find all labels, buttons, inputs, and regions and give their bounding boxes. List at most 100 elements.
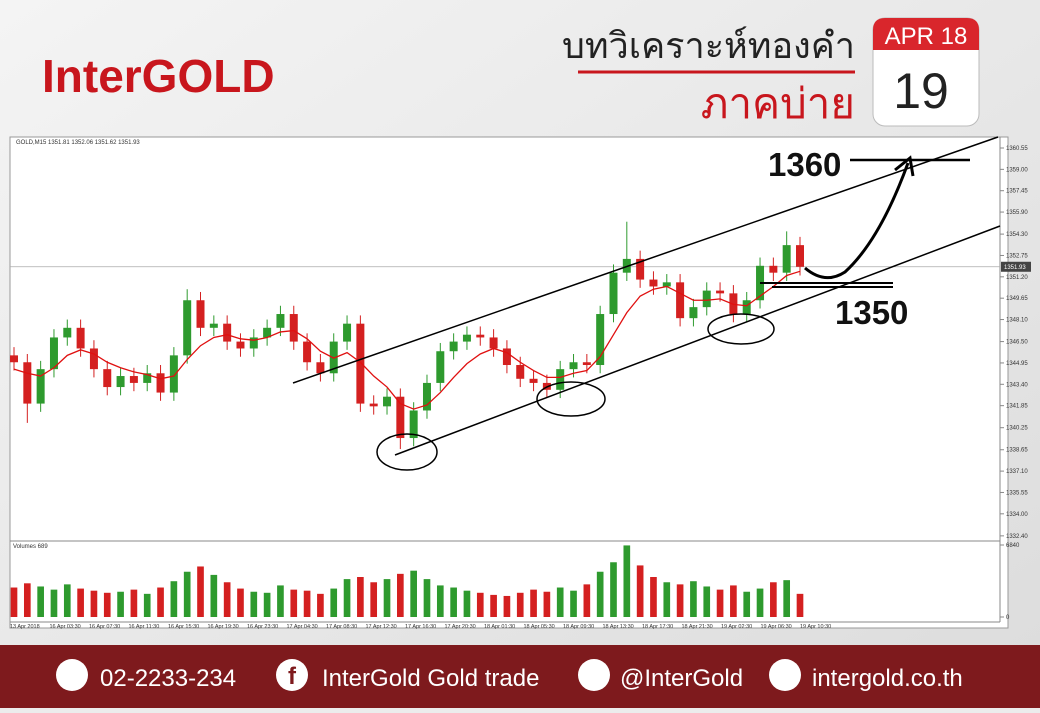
x-tick-label: 17 Apr 20:30 xyxy=(445,624,476,630)
candle-body xyxy=(422,382,431,411)
last-price-label: 1351.93 xyxy=(1004,265,1026,271)
volume-bar xyxy=(436,585,444,617)
candle-body xyxy=(556,369,565,390)
volume-bar xyxy=(583,584,591,617)
volume-bar xyxy=(650,577,657,617)
volume-tick-label: 6840 xyxy=(1006,543,1020,549)
volume-bar xyxy=(783,580,791,617)
y-tick-label: 1337.10 xyxy=(1006,469,1028,475)
candle-body xyxy=(156,373,165,393)
volume-bar xyxy=(383,579,391,617)
candle-body xyxy=(289,314,298,342)
volume-bar xyxy=(103,592,111,617)
y-tick-label: 1346.50 xyxy=(1006,340,1028,346)
volume-bar xyxy=(117,591,124,617)
volume-bar xyxy=(183,571,191,617)
volume-bar xyxy=(610,562,617,617)
volume-bar xyxy=(730,585,737,617)
volume-bar xyxy=(663,582,671,617)
candle-body xyxy=(569,362,578,370)
volume-bar xyxy=(157,587,164,617)
x-tick-label: 18 Apr 05:30 xyxy=(524,624,555,630)
x-tick-label: 17 Apr 08:30 xyxy=(326,624,357,630)
x-tick-label: 16 Apr 23:30 xyxy=(247,624,278,630)
x-tick-label: 16 Apr 03:30 xyxy=(50,624,81,630)
candle-body xyxy=(489,337,498,349)
candle-body xyxy=(502,348,511,366)
candle-body xyxy=(183,300,192,356)
support-circle xyxy=(707,313,775,345)
x-tick-label: 17 Apr 16:30 xyxy=(405,624,436,630)
volume-bar xyxy=(317,593,324,617)
candle-body xyxy=(529,378,538,383)
volume-bar xyxy=(77,588,84,617)
candle-body xyxy=(649,279,658,287)
candle-body xyxy=(116,376,125,388)
volume-bar xyxy=(543,591,551,617)
x-tick-label: 13 Apr 2018 xyxy=(10,624,40,630)
volume-bar xyxy=(277,585,284,617)
volume-bar xyxy=(676,584,684,617)
volume-bar xyxy=(796,593,804,617)
candle-body xyxy=(609,272,618,315)
x-tick-label: 18 Apr 09:30 xyxy=(563,624,594,630)
candle-body xyxy=(436,351,445,383)
candle-body xyxy=(742,300,751,315)
y-tick-label: 1360.55 xyxy=(1006,146,1028,152)
volume-bar xyxy=(476,592,484,617)
candle-body xyxy=(782,245,791,273)
y-tick-label: 1344.95 xyxy=(1006,361,1028,367)
volume-bar xyxy=(197,566,204,617)
candle-body xyxy=(462,334,471,342)
volume-bar xyxy=(770,582,777,617)
volume-bar xyxy=(556,587,564,617)
candle-body xyxy=(356,323,365,404)
phone: 02-2233-234 xyxy=(100,665,236,692)
calendar-day: 19 xyxy=(893,63,949,119)
volume-bar xyxy=(10,587,18,617)
arrow-head xyxy=(894,155,915,177)
channel-upper xyxy=(292,136,999,384)
x-tick-label: 19 Apr 02:30 xyxy=(721,624,752,630)
facebook-f: f xyxy=(288,663,297,690)
volume-bar xyxy=(450,587,457,617)
y-tick-label: 1348.10 xyxy=(1006,318,1028,324)
x-tick-label: 18 Apr 21:30 xyxy=(682,624,713,630)
candle-body xyxy=(662,282,671,287)
support-circle xyxy=(536,381,606,417)
candle-body xyxy=(276,314,285,328)
volume-bar xyxy=(530,589,537,617)
volume-bar xyxy=(343,579,351,617)
volume-bar xyxy=(490,594,497,617)
y-tick-label: 1359.00 xyxy=(1006,167,1028,173)
candle-body xyxy=(223,323,232,342)
candle-body xyxy=(129,376,138,383)
candle-body xyxy=(143,373,152,383)
y-tick-label: 1334.00 xyxy=(1006,512,1028,518)
y-tick-label: 1340.25 xyxy=(1006,426,1028,432)
candle-body xyxy=(209,323,218,328)
forecast-arrow xyxy=(804,162,910,280)
y-tick-label: 1338.65 xyxy=(1006,448,1028,454)
candle-body xyxy=(23,362,32,404)
volume-bar xyxy=(210,574,218,617)
candle-body xyxy=(769,265,778,273)
volume-bar xyxy=(237,588,244,617)
y-tick-label: 1354.30 xyxy=(1006,232,1028,238)
candle-body xyxy=(369,403,378,407)
candle-body xyxy=(263,327,272,338)
y-tick-label: 1357.45 xyxy=(1006,189,1028,195)
candle-body xyxy=(476,334,485,338)
candle-body xyxy=(449,341,458,352)
subtitle: ภาคบ่าย xyxy=(701,80,855,127)
y-tick-label: 1349.65 xyxy=(1006,296,1028,302)
volume-bar xyxy=(143,593,151,617)
y-tick-label: 1341.85 xyxy=(1006,404,1028,410)
volume-bar xyxy=(290,589,298,617)
y-tick-label: 1343.40 xyxy=(1006,382,1028,388)
calendar-top xyxy=(873,18,979,50)
candle-body xyxy=(316,362,325,374)
support-circle xyxy=(376,433,438,471)
volume-bar xyxy=(423,579,431,617)
